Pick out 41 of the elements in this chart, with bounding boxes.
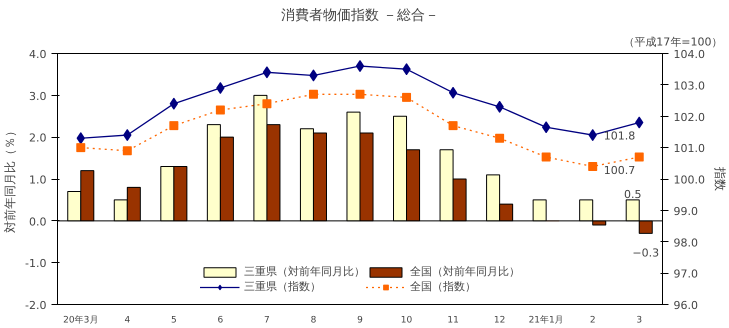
x-tick-label: 4 [124, 316, 130, 326]
data-label: −0.3 [632, 246, 660, 260]
x-tick-label: 7 [264, 316, 270, 326]
legend-label: 三重県（対前年同月比） [244, 264, 365, 279]
data-label: 0.5 [624, 188, 642, 201]
y-tick-label: -2.0 [25, 299, 47, 312]
y2-axis-title: 指数 [712, 166, 727, 191]
x-tick-label: 2 [590, 316, 596, 326]
x-tick-label: 11 [447, 316, 459, 326]
chart-subtitle: （平成17年=100） [623, 36, 723, 48]
x-tick-label: 8 [310, 316, 317, 326]
x-tick-label: 10 [400, 316, 413, 326]
y2-tick-label: 103.0 [674, 79, 705, 92]
x-tick-label: 9 [357, 316, 364, 326]
y2-tick-label: 102.0 [674, 110, 705, 124]
y2-tick-label: 98.0 [674, 236, 698, 250]
x-tick-label: 6 [218, 316, 224, 326]
x-tick-label: 3 [636, 316, 642, 326]
data-label: 100.7 [604, 164, 636, 178]
y-tick-label: 0.0 [29, 215, 47, 228]
x-tick-label: 20年3月 [63, 314, 98, 326]
y2-tick-label: 97.0 [674, 268, 698, 281]
x-tick-label: 21年1月 [528, 314, 564, 326]
chart-title: 消費者物価指数 －総合－ [280, 8, 440, 24]
y2-tick-label: 99.0 [674, 204, 698, 218]
y-tick-label: 2.0 [29, 132, 47, 145]
legend-label: 全国（対前年同月比） [410, 264, 520, 279]
x-tick-label: 5 [170, 316, 177, 326]
y-tick-label: 1.0 [29, 174, 47, 186]
y2-tick-label: 104.0 [674, 48, 705, 61]
legend-label: 三重県（指数） [244, 279, 321, 294]
y-tick-label: -1.0 [25, 257, 47, 270]
x-tick-label: 12 [494, 316, 506, 326]
y-tick-label: 4.0 [29, 48, 47, 61]
legend-label: 全国（指数） [410, 279, 476, 294]
y2-tick-label: 96.0 [674, 299, 698, 312]
y-axis-title: 対前年同月比（％） [3, 125, 18, 233]
y2-tick-label: 100.0 [674, 174, 705, 186]
data-label: 101.8 [604, 130, 636, 143]
y2-tick-label: 101.0 [674, 142, 705, 156]
y-tick-label: 3.0 [29, 90, 47, 103]
